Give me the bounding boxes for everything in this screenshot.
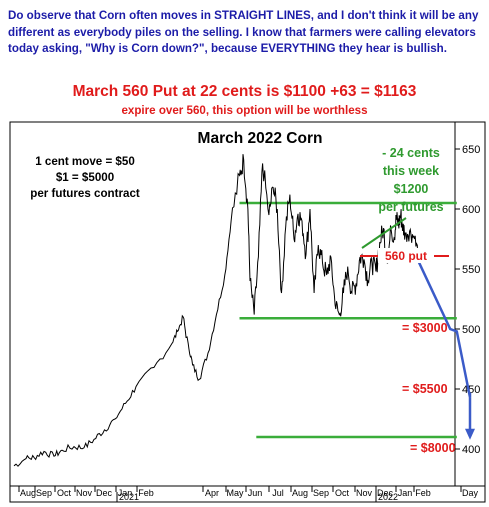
x-tick-label-feb-18: Feb (415, 488, 431, 498)
x-tick-label-nov-3: Nov (76, 488, 93, 498)
x-tick-label-jan-17: Jan (398, 488, 413, 498)
x-tick-label-jun-10: Jun (248, 488, 263, 498)
annotation-dollar: $1 = $5000 (56, 171, 114, 184)
y-tick-label-450: 450 (462, 384, 480, 396)
x-tick-label-apr-8: Apr (205, 488, 219, 498)
y-tick-label-400: 400 (462, 444, 480, 456)
x-tick-label-sep-13: Sep (313, 488, 329, 498)
projection-arrowhead (465, 428, 475, 440)
x-tick-label-oct-2: Oct (57, 488, 72, 498)
x-tick-label-aug-12: Aug (292, 488, 308, 498)
price-series-line (13, 154, 420, 467)
x-tick-label-jul-11: Jul (272, 488, 284, 498)
commentary-text: Do observe that Corn often moves in STRA… (8, 9, 479, 55)
year-label-2021: 2021 (119, 492, 139, 502)
year-label-2022: 2022 (378, 492, 398, 502)
loss-5500-label: = $5500 (402, 382, 448, 396)
annotation-per-contract: per futures contract (30, 187, 140, 200)
x-tick-label-day-19: Day (462, 488, 479, 498)
x-tick-label-may-9: May (226, 488, 244, 498)
x-tick-label-sep-1: Sep (36, 488, 52, 498)
put-label: 560 put (385, 249, 427, 263)
projection-line (417, 261, 472, 436)
chart-title: March 2022 Corn (198, 130, 323, 147)
y-tick-label-550: 550 (462, 264, 480, 276)
y-tick-label-600: 600 (462, 204, 480, 216)
annotation-cent-move: 1 cent move = $50 (35, 155, 135, 168)
x-tick-label-oct-14: Oct (335, 488, 350, 498)
y-tick-label-500: 500 (462, 324, 480, 336)
week-arrow (361, 217, 407, 249)
put-label-background (378, 248, 434, 263)
expire-text: expire over 560, this option will be wor… (121, 104, 368, 117)
x-tick-label-feb-6: Feb (138, 488, 154, 498)
y-tick-label-650: 650 (462, 144, 480, 156)
loss-8000-label: = $8000 (410, 441, 456, 455)
x-tick-label-dec-16: Dec (377, 488, 394, 498)
annotation-week-2: this week (383, 164, 439, 178)
x-tick-label-nov-15: Nov (356, 488, 373, 498)
x-tick-label-aug-0: Aug (20, 488, 36, 498)
plot-border (9, 121, 486, 503)
annotation-week-1: - 24 cents (382, 146, 440, 160)
loss-3000-label: = $3000 (402, 321, 448, 335)
x-tick-label-jan-5: Jan (118, 488, 133, 498)
annotation-week-3: $1200 (394, 182, 429, 196)
annotation-week-4: per futures (378, 200, 443, 214)
headline-text: March 560 Put at 22 cents is $1100 +63 =… (72, 83, 417, 100)
x-tick-label-dec-4: Dec (96, 488, 113, 498)
